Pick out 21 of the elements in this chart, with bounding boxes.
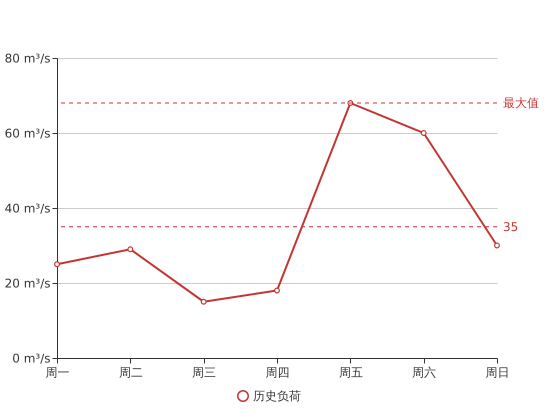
point <box>494 242 500 248</box>
legend-label: 历史负荷 <box>253 389 301 403</box>
point <box>274 288 280 294</box>
point <box>200 298 207 305</box>
y-tick-label: 80 m³/s <box>4 52 50 66</box>
point <box>54 261 60 268</box>
point <box>127 246 134 252</box>
y-tick-label: 20 m³/s <box>4 276 50 290</box>
ref-line-label: 35 <box>503 220 518 234</box>
x-tick-label: 周四 <box>266 366 290 380</box>
y-tick-label: 60 m³/s <box>4 126 50 140</box>
y-tick-label: 0 m³/s <box>12 352 50 366</box>
x-tick-label: 周三 <box>192 366 216 380</box>
x-tick-label: 周二 <box>118 366 143 380</box>
x-tick-label: 周五 <box>338 366 363 380</box>
y-tick-label: 40 m³/s <box>4 202 50 216</box>
x-tick-label: 周日 <box>486 366 510 380</box>
ref-line-label: 最大值 <box>503 96 539 110</box>
x-tick-label: 周六 <box>412 366 436 380</box>
point <box>420 130 427 136</box>
x-tick-label: 周一 <box>46 366 70 380</box>
